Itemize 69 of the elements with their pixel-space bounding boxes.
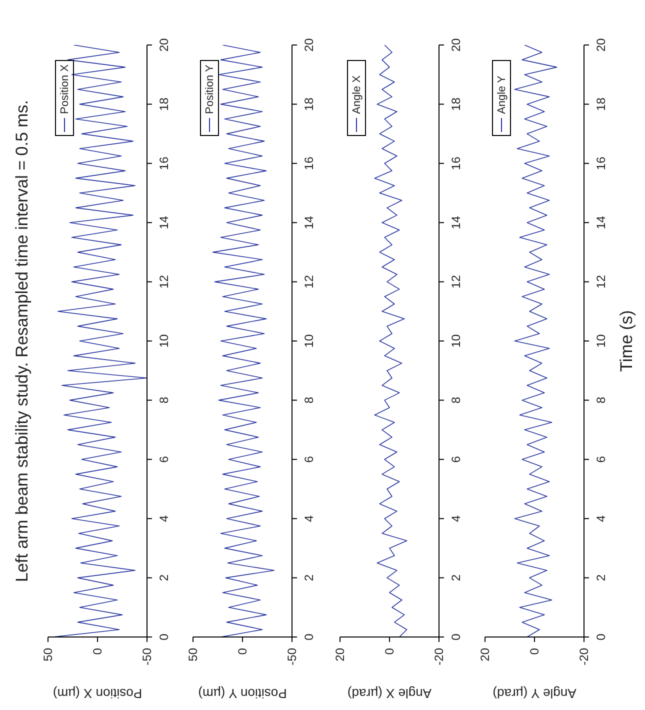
y-tick-label: 4	[302, 514, 316, 522]
y-tick-label: 16	[594, 156, 608, 170]
y-tick-label: 2	[157, 574, 171, 582]
y-tick-label: 10	[449, 334, 463, 348]
x-axis-title: Angle Y (µrad)	[492, 686, 576, 701]
x-tick-label: 0	[90, 648, 104, 655]
y-tick-label: 2	[594, 574, 608, 582]
x-tick-label: 50	[41, 648, 55, 662]
y-tick-label: 10	[302, 334, 316, 348]
y-tick-label: 8	[302, 396, 316, 404]
y-tick-label: 16	[157, 156, 171, 170]
y-tick-label: 10	[594, 334, 608, 348]
x-tick-label: 20	[333, 648, 347, 662]
y-axis-title: Time (s)	[617, 310, 636, 372]
y-tick-label: 12	[449, 274, 463, 288]
x-tick-label: 0	[382, 648, 396, 655]
text: Position Y	[204, 64, 216, 114]
y-tick-label: 4	[594, 514, 608, 522]
x-axis-title: Position X (µm)	[52, 686, 142, 701]
y-tick-label: 14	[594, 216, 608, 230]
y-tick-label: 6	[594, 456, 608, 463]
y-tick-label: 6	[302, 456, 316, 463]
y-tick-label: 16	[449, 156, 463, 170]
y-tick-label: 2	[302, 574, 316, 582]
y-tick-label: 12	[302, 274, 316, 288]
x-tick-label: 20	[478, 648, 492, 662]
y-tick-label: 0	[594, 633, 608, 640]
text: Angle X	[351, 74, 363, 114]
y-tick-label: 14	[449, 216, 463, 230]
y-tick-label: 0	[157, 633, 171, 640]
line-series	[514, 45, 558, 637]
line-series	[374, 45, 408, 637]
y-tick-label: 8	[594, 396, 608, 404]
y-tick-label: 18	[449, 97, 463, 111]
y-tick-label: 12	[594, 274, 608, 288]
y-tick-label: 0	[302, 633, 316, 640]
x-axis-title: Angle X (µrad)	[347, 686, 432, 701]
y-tick-label: 4	[157, 514, 171, 522]
x-tick-label: -50	[140, 648, 154, 666]
text: Position X	[59, 64, 71, 114]
y-tick-label: 18	[157, 97, 171, 111]
y-tick-label: 20	[157, 38, 171, 52]
y-tick-label: 8	[157, 396, 171, 404]
y-tick-label: 20	[302, 38, 316, 52]
y-tick-label: 18	[594, 97, 608, 111]
y-tick-label: 20	[449, 38, 463, 52]
y-tick-label: 2	[449, 574, 463, 582]
text: Angle Y	[496, 75, 508, 114]
y-tick-label: 10	[157, 334, 171, 348]
x-tick-label: -20	[432, 648, 446, 666]
y-tick-label: 4	[449, 514, 463, 522]
y-tick-label: 6	[449, 456, 463, 463]
y-tick-label: 8	[449, 396, 463, 404]
x-axis-title: Position Y (µm)	[198, 686, 287, 701]
y-tick-label: 16	[302, 156, 316, 170]
x-tick-label: -50	[285, 648, 299, 666]
text: Left arm beam stability study. Resampled time interval = 0.5 ms.	[12, 100, 32, 582]
y-tick-label: 0	[449, 633, 463, 640]
x-tick-label: -20	[577, 648, 591, 666]
x-tick-label: 0	[528, 648, 542, 655]
y-tick-label: 14	[157, 216, 171, 230]
line-series	[212, 45, 275, 637]
x-tick-label: 0	[236, 648, 250, 655]
y-tick-label: 20	[594, 38, 608, 52]
y-tick-label: 18	[302, 97, 316, 111]
y-tick-label: 12	[157, 274, 171, 288]
x-tick-label: 50	[186, 648, 200, 662]
y-tick-label: 14	[302, 216, 316, 230]
y-tick-label: 6	[157, 456, 171, 463]
